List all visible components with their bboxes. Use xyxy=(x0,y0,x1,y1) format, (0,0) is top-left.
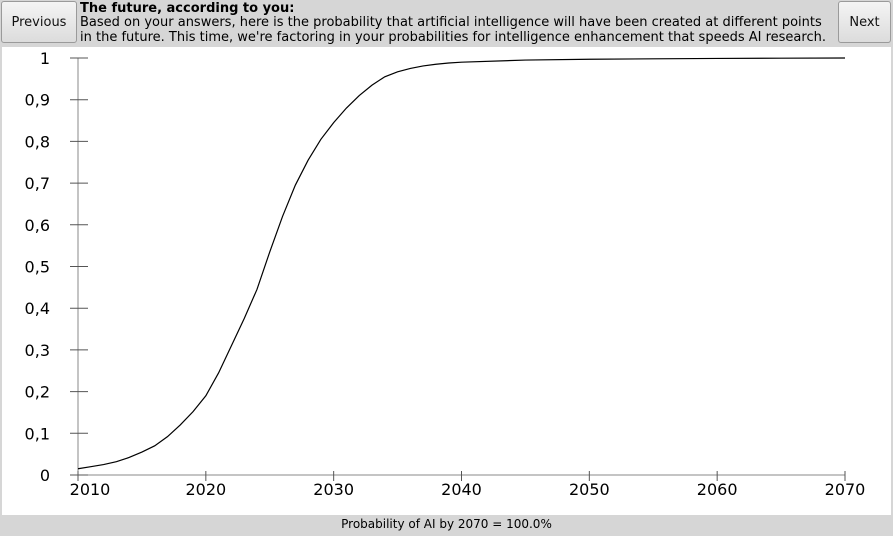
y-tick-label: 0,5 xyxy=(25,258,50,277)
y-tick-label: 0,2 xyxy=(25,383,50,402)
y-tick-label: 0 xyxy=(40,466,50,485)
header-title: The future, according to you: xyxy=(80,1,295,16)
x-tick-label: 2040 xyxy=(441,480,482,499)
y-tick-label: 0,7 xyxy=(25,174,50,193)
next-button[interactable]: Next xyxy=(838,1,891,43)
y-tick-label: 0,3 xyxy=(25,341,50,360)
chart: 0 0,1 0,2 0,3 0,4 0,5 0,6 0,7 0,8 0,9 1 2010 2020 203… xyxy=(2,47,891,515)
y-tick-label: 0,9 xyxy=(25,91,50,110)
x-tick-label: 2020 xyxy=(185,480,226,499)
probability-line xyxy=(77,57,846,470)
plot-background xyxy=(2,47,891,515)
x-tick-label: 2050 xyxy=(569,480,610,499)
x-tick-label: 2060 xyxy=(697,480,738,499)
previous-button[interactable]: Previous xyxy=(1,1,77,43)
y-tick-label: 0,4 xyxy=(25,299,50,318)
y-tick-label: 0,6 xyxy=(25,216,50,235)
y-tick-label: 0,8 xyxy=(25,132,50,151)
y-tick-label: 0,1 xyxy=(25,424,50,443)
x-tick-label: 2030 xyxy=(313,480,354,499)
footer-status: Probability of AI by 2070 = 100.0% xyxy=(341,517,552,531)
x-tick-label: 2070 xyxy=(825,480,866,499)
header-description: Based on your answers, here is the proba… xyxy=(80,15,826,45)
y-tick-label: 1 xyxy=(40,49,50,68)
x-tick-label: 2010 xyxy=(70,480,111,499)
